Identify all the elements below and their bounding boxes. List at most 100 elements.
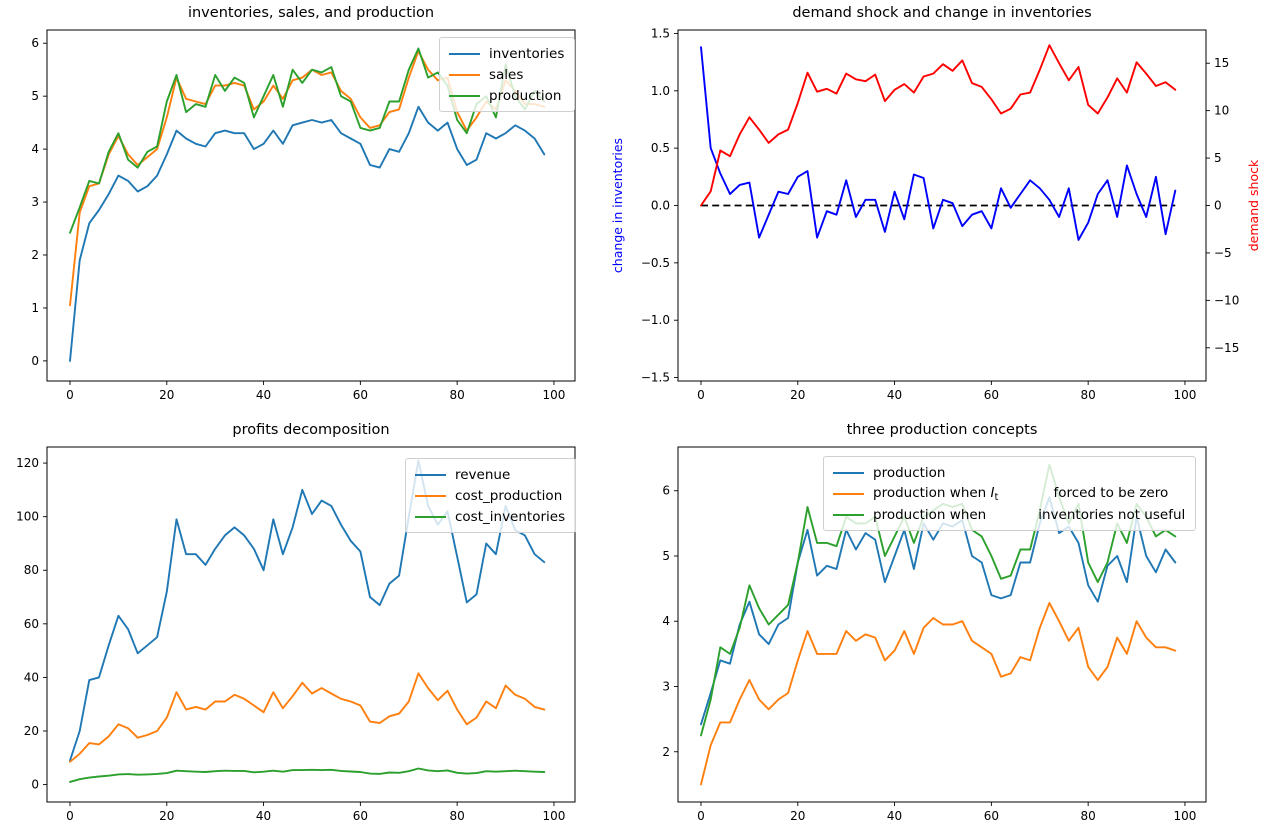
legend-item-label: production — [873, 464, 946, 481]
y-tick-label: 0.0 — [651, 199, 670, 213]
x-tick-label: 0 — [66, 388, 74, 402]
x-tick-label: 20 — [790, 388, 805, 402]
y-tick-label: 1.5 — [651, 26, 670, 40]
x-tick-label: 100 — [542, 388, 565, 402]
legend-item: production — [449, 85, 564, 106]
y-tick-label: 1 — [31, 301, 39, 315]
series-production — [700, 496, 1177, 726]
y-tick-label: 4 — [662, 614, 670, 628]
x-tick-label: 0 — [697, 388, 705, 402]
legend-item-label: inventories — [489, 45, 565, 62]
chart-inventories-sales-production: 0 20 40 60 80 100 0 1 2 3 4 5 6 — [31, 29, 576, 402]
series-sales — [69, 50, 546, 307]
y-tick-label: 5 — [662, 549, 670, 563]
x-tick-label: 100 — [1173, 809, 1196, 823]
series-cost_inventories — [69, 767, 546, 783]
y-tick-label: 100 — [16, 510, 39, 524]
y-tick-label: 0 — [31, 778, 39, 792]
legend-item-label: production when It forced to be zero — [873, 484, 1169, 503]
y-tick-label: −1.0 — [641, 313, 670, 327]
chart-title-inventories-sales-production: inventories, sales, and production — [187, 5, 435, 21]
x-tick-label: 20 — [790, 809, 805, 823]
legend-item: cost_production — [415, 485, 565, 506]
y-tick-label: 1.0 — [651, 84, 670, 98]
y-tick-label: 2 — [662, 745, 670, 759]
x-tick-label: 100 — [1173, 388, 1196, 402]
x-tick-label: 20 — [159, 388, 174, 402]
x-tick-label: 0 — [66, 809, 74, 823]
x-tick-label: 80 — [1081, 388, 1096, 402]
legend-item: inventories — [449, 43, 564, 64]
legend-item: production when It forced to be zero — [833, 483, 1185, 504]
series-demand-shock — [700, 44, 1177, 207]
x-tick-label: 60 — [353, 809, 368, 823]
legend-item: production — [833, 462, 1185, 483]
legend-line-swatch — [833, 513, 864, 516]
legend-item-label: production — [489, 87, 562, 104]
y-tick-label: 120 — [16, 456, 39, 470]
axes-spines — [46, 446, 576, 803]
x-tick-label: 40 — [887, 809, 902, 823]
legend-item-label: cost_inventories — [455, 508, 566, 525]
y-tick-right-label: 15 — [1214, 56, 1229, 70]
x-tick-label: 40 — [887, 388, 902, 402]
chart-title-profits-decomposition: profits decomposition — [232, 422, 390, 438]
legend-line-swatch — [449, 94, 480, 97]
x-tick-label: 40 — [256, 809, 271, 823]
legend-line-swatch — [449, 73, 480, 76]
y-tick-right-label: −5 — [1214, 246, 1232, 260]
y-tick-label: 0.5 — [651, 141, 670, 155]
legend-line-swatch — [415, 494, 446, 497]
x-tick-label: 40 — [256, 388, 271, 402]
x-tick-label: 80 — [450, 388, 465, 402]
series-cost_production — [69, 672, 546, 763]
series-revenue — [69, 459, 546, 762]
legend-line-swatch — [415, 473, 446, 476]
y-tick-right-label: 0 — [1214, 199, 1222, 213]
legend-item-label: sales — [489, 66, 524, 83]
legend-three-production-concepts: production production when It forced to be… — [823, 456, 1197, 531]
chart-title-demand-shock: demand shock and change in inventories — [792, 5, 1092, 21]
x-tick-label: 60 — [353, 388, 368, 402]
x-tick-label: 100 — [542, 809, 565, 823]
chart-profits-decomposition: 0 20 40 60 80 100 0 20 40 60 80 100 120 — [16, 446, 576, 823]
x-tick-label: 20 — [159, 809, 174, 823]
y-tick-label: 5 — [31, 89, 39, 103]
legend-inventories-sales-production: inventories sales production — [439, 37, 576, 112]
x-tick-label: 80 — [1081, 809, 1096, 823]
x-tick-label: 80 — [450, 809, 465, 823]
y-tick-label: −1.5 — [641, 371, 670, 385]
chart-demand-shock-change-in-inventories: 0 20 40 60 80 100−1.5−1.0−0.50.00.51.01.5−15−… — [610, 26, 1261, 402]
y-tick-right-label: 10 — [1214, 104, 1229, 118]
y-tick-label: 3 — [31, 195, 39, 209]
y-tick-right-label: −15 — [1214, 341, 1239, 355]
y-tick-label: −0.5 — [641, 256, 670, 270]
x-tick-label: 60 — [984, 809, 999, 823]
y-tick-label: 60 — [24, 617, 39, 631]
legend-line-swatch — [833, 492, 864, 495]
legend-line-swatch — [833, 471, 864, 474]
x-tick-label: 60 — [984, 388, 999, 402]
y-tick-label: 80 — [24, 563, 39, 577]
y-tick-label: 20 — [24, 724, 39, 738]
legend-item: cost_inventories — [415, 506, 565, 527]
legend-item: production when inventories not useful — [833, 504, 1185, 525]
series-inventories — [69, 105, 546, 362]
y-tick-label: 40 — [24, 670, 39, 684]
y-tick-label: 6 — [31, 36, 39, 50]
y-tick-right-label: 5 — [1214, 151, 1222, 165]
axes-spines — [677, 446, 1207, 803]
series-change-in-inventories — [700, 46, 1177, 241]
legend-item: revenue — [415, 464, 565, 485]
legend-line-swatch — [449, 52, 480, 55]
legend-item-label: production when inventories not useful — [873, 506, 1186, 523]
chart-title-three-production-concepts: three production concepts — [846, 422, 1038, 438]
series-production — [69, 47, 546, 234]
y-tick-label: 6 — [662, 484, 670, 498]
y-tick-label: 2 — [31, 248, 39, 262]
y-tick-label: 4 — [31, 142, 39, 156]
x-tick-label: 0 — [697, 809, 705, 823]
legend-item-label: revenue — [455, 466, 511, 483]
